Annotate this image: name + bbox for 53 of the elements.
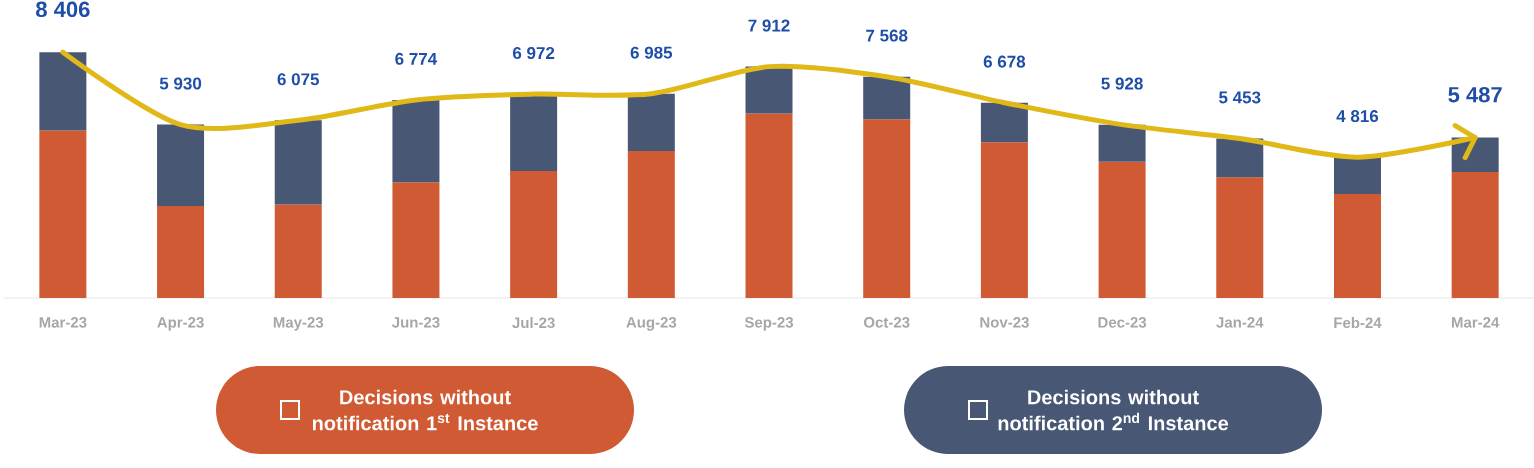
bar — [980, 142, 1028, 299]
data-label: 5 487 — [1448, 86, 1502, 103]
bar — [274, 120, 322, 205]
x-tick-label: May-23 — [273, 317, 324, 331]
bar — [1216, 177, 1264, 299]
bar — [745, 66, 793, 114]
x-tick-label: Feb-24 — [1334, 317, 1382, 329]
data-label: 6 972 — [512, 47, 555, 60]
x-tick-label: Mar-24 — [1451, 317, 1500, 328]
bar — [157, 124, 205, 206]
bar — [510, 94, 558, 172]
bar — [1333, 157, 1381, 194]
legend-label: Decisions without notification 1$^{st}$ Instance — [312, 389, 538, 431]
data-label: 6 678 — [983, 55, 1026, 68]
x-tick-label: Oct-23 — [863, 317, 910, 328]
bar — [1333, 193, 1381, 299]
data-label: 4 816 — [1336, 110, 1379, 123]
bar — [1098, 161, 1146, 299]
x-tick-label: Sep-23 — [744, 317, 794, 331]
x-tick-label: Dec-23 — [1098, 317, 1147, 328]
legend-label: Decisions without notification 2$^{nd}$ Instance — [998, 389, 1229, 431]
bar — [627, 93, 675, 151]
bar — [863, 119, 911, 299]
bar — [510, 171, 558, 299]
bar — [627, 150, 675, 299]
x-tick-label: Jul-23 — [512, 317, 555, 329]
x-tick-label: Aug-23 — [626, 317, 677, 331]
data-label: 5 453 — [1219, 91, 1261, 104]
data-label: 8 406 — [36, 1, 90, 18]
bar — [392, 182, 440, 299]
x-tick-label: Jan-24 — [1216, 317, 1264, 328]
x-tick-label: Jun-23 — [391, 317, 440, 328]
data-label: 6 075 — [277, 73, 320, 86]
bar — [1216, 138, 1264, 178]
data-label: 6 985 — [630, 46, 673, 59]
bar — [745, 113, 793, 299]
bar — [39, 130, 87, 299]
data-label: 5 930 — [159, 77, 202, 90]
bar — [863, 76, 911, 120]
data-label: 5 928 — [1101, 77, 1143, 90]
bar — [157, 205, 205, 299]
bar — [1451, 171, 1499, 299]
bar — [980, 102, 1028, 143]
data-label: 7 912 — [748, 19, 790, 32]
bar — [1098, 124, 1146, 162]
bar — [274, 204, 322, 299]
x-tick-label: Mar-23 — [39, 317, 87, 328]
data-label: 7 568 — [866, 29, 908, 42]
bar — [392, 99, 440, 183]
x-tick-label: Apr-23 — [157, 317, 204, 331]
x-tick-label: Nov-23 — [980, 317, 1029, 328]
bar — [39, 52, 87, 131]
data-label: 6 774 — [395, 52, 438, 65]
